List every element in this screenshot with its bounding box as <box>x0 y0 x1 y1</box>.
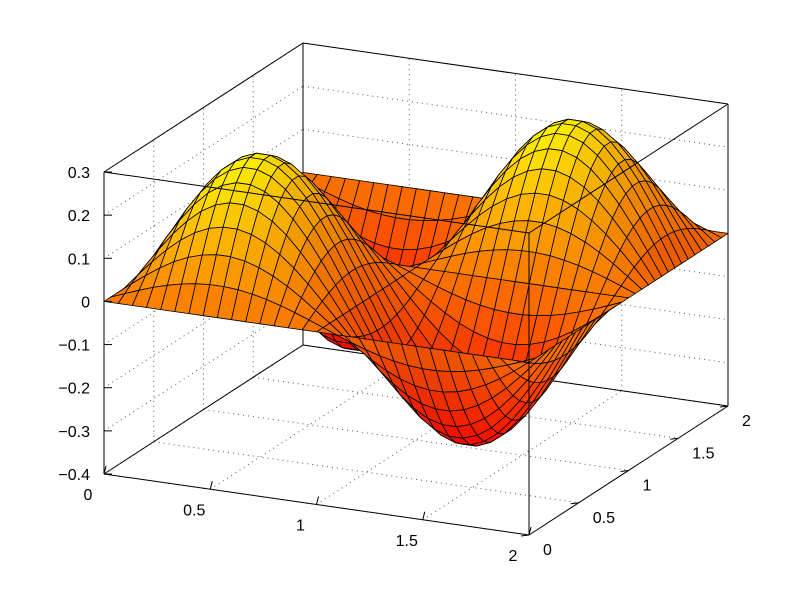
axis-box-edge <box>528 103 729 234</box>
z-tick-label: 0.1 <box>68 251 90 268</box>
surface-mesh <box>103 118 729 447</box>
axes-box-front <box>103 103 729 536</box>
grid-line <box>153 441 579 504</box>
axis-ticks <box>103 171 729 537</box>
x-tick <box>528 526 532 536</box>
x-tick-label: 0.5 <box>183 502 205 519</box>
y-tick-label: 1.5 <box>692 445 714 462</box>
axis-box-edge <box>103 42 304 173</box>
y-tick <box>620 470 629 472</box>
z-tick-label: −0.4 <box>58 467 90 484</box>
x-tick-label: 0 <box>84 487 93 504</box>
y-tick-label: 0 <box>543 542 552 559</box>
z-tick-label: 0 <box>81 294 90 311</box>
x-tick-label: 2 <box>509 548 518 565</box>
x-tick <box>422 511 426 520</box>
y-tick <box>570 502 579 505</box>
surface-patch <box>514 357 536 363</box>
x-tick-label: 1 <box>296 518 305 535</box>
axis-box-edge <box>302 42 729 105</box>
y-tick-label: 2 <box>742 413 751 430</box>
x-tick-label: 1.5 <box>396 533 418 550</box>
y-tick <box>670 437 679 440</box>
x-tick <box>103 465 107 475</box>
y-tick <box>719 405 729 408</box>
grid-line <box>209 359 410 490</box>
grid-line <box>203 409 629 471</box>
tick-labels: 0 0.5 1 1.5 2 0 0.5 1 1.5 2 −0.4 −0.3 −0.2 −0.1 0 0.1 0.… <box>58 165 751 565</box>
y-tick-label: 0.5 <box>593 510 615 527</box>
z-tick-label: −0.1 <box>58 338 90 355</box>
axis-box-edge <box>103 344 304 475</box>
y-tick-label: 1 <box>643 478 652 495</box>
z-tick-label: 0.2 <box>68 208 90 225</box>
z-tick-label: −0.2 <box>58 381 90 398</box>
z-tick-label: −0.3 <box>58 424 90 441</box>
axis-box-edge <box>103 171 530 234</box>
z-tick-label: 0.3 <box>68 165 90 182</box>
y-tick <box>520 534 530 537</box>
x-tick <box>209 481 213 490</box>
x-tick <box>316 496 319 505</box>
